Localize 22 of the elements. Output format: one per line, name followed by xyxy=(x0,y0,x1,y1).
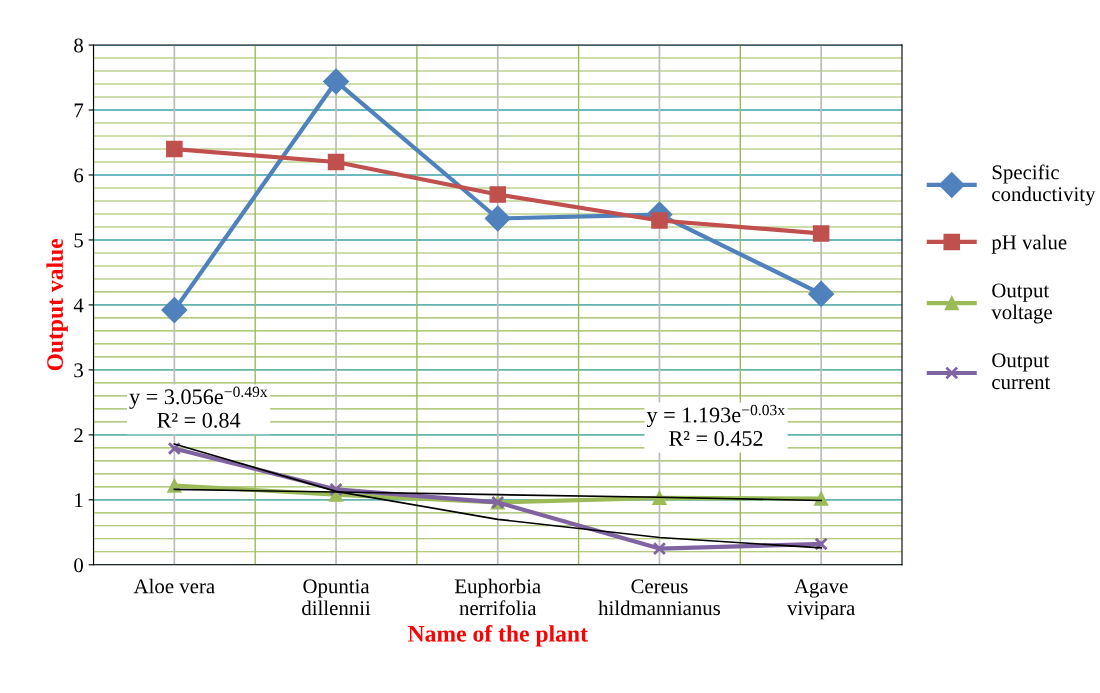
legend-label: Output current xyxy=(992,353,1051,390)
legend-label: pH value xyxy=(991,234,1067,254)
x-tick-label: Aloe vera xyxy=(133,578,215,594)
x-tick-label: Euphorbia nerrifolia xyxy=(454,578,541,616)
y-tick-label: 6 xyxy=(74,168,84,183)
legend-label: Output voltage xyxy=(991,283,1052,324)
annotation: y = 3.056e$^{−0.49x}$ R² = 0.84 xyxy=(129,386,268,428)
x-tick-label: Opuntia dillennii xyxy=(302,579,371,616)
x-axis-title: Name of the plant xyxy=(408,624,588,647)
y-tick-label: 1 xyxy=(75,493,83,508)
y-tick-label: 7 xyxy=(74,103,84,118)
y-tick-label: 2 xyxy=(74,428,83,443)
y-tick-label: 5 xyxy=(74,233,83,248)
y-tick-label: 3 xyxy=(74,363,83,378)
y-tick-label: 4 xyxy=(73,298,84,313)
y-tick-label: 8 xyxy=(74,38,83,53)
y-tick-label: 0 xyxy=(74,558,83,573)
legend-label: Specific conductivity xyxy=(992,164,1096,206)
x-tick-label: Cereus hildmannianus xyxy=(598,579,721,616)
x-tick-label: Agave vivipara xyxy=(787,579,855,620)
annotation: y = 1.193e$^{−0.03x}$ R² = 0.452 xyxy=(646,404,785,447)
y-axis-title: Output value xyxy=(46,238,68,371)
